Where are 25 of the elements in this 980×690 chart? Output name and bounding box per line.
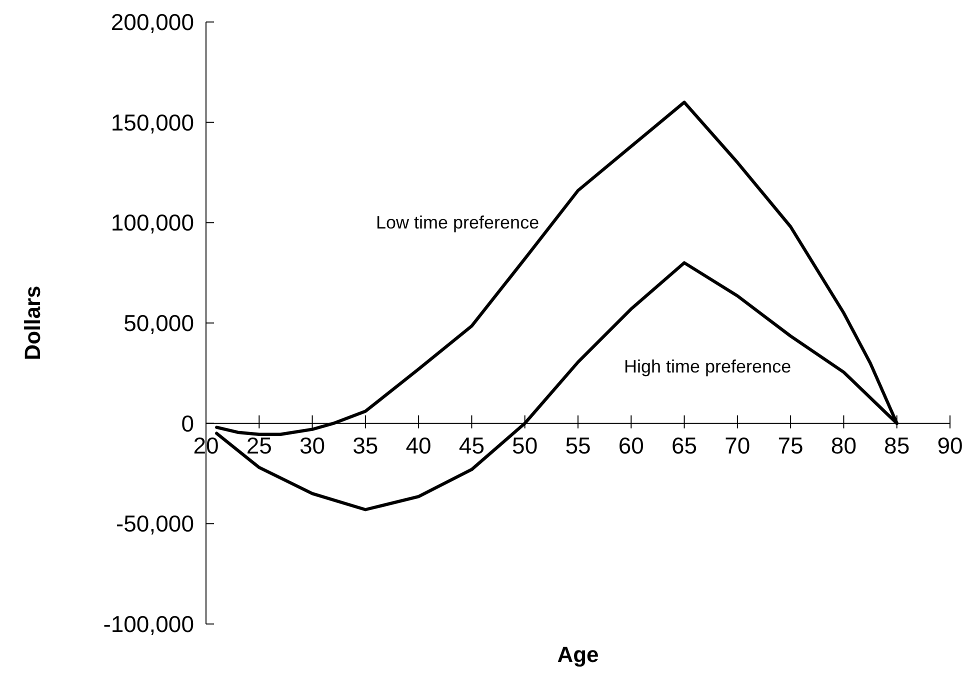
- x-tick-label: 50: [512, 432, 538, 458]
- y-tick-label: 0: [181, 410, 194, 436]
- x-tick-label: 85: [884, 432, 910, 458]
- y-tick-label: 200,000: [110, 9, 194, 36]
- y-tick-label: 150,000: [110, 109, 194, 136]
- x-tick-label: 80: [830, 432, 857, 458]
- y-axis-title: Dollars: [20, 286, 45, 360]
- x-tick-label: 45: [458, 432, 485, 458]
- x-axis-title: Age: [557, 642, 599, 667]
- x-tick-label: 65: [671, 432, 698, 458]
- series-label: High time preference: [624, 356, 792, 376]
- x-tick-label: 90: [937, 432, 963, 458]
- y-tick-label: -50,000: [116, 510, 194, 537]
- x-tick-label: 55: [565, 432, 591, 458]
- x-tick-label: 60: [618, 432, 644, 458]
- x-tick-label: 25: [246, 432, 272, 458]
- y-tick-label: 100,000: [110, 210, 194, 236]
- x-tick-label: 30: [299, 432, 326, 458]
- x-tick-label: 70: [724, 432, 750, 458]
- y-tick-label: 50,000: [124, 310, 194, 336]
- x-tick-label: 35: [352, 432, 378, 458]
- series-label: Low time preference: [376, 212, 540, 232]
- y-tick-label: -100,000: [103, 611, 194, 638]
- x-tick-label: 75: [778, 432, 804, 458]
- x-tick-label: 40: [406, 432, 432, 458]
